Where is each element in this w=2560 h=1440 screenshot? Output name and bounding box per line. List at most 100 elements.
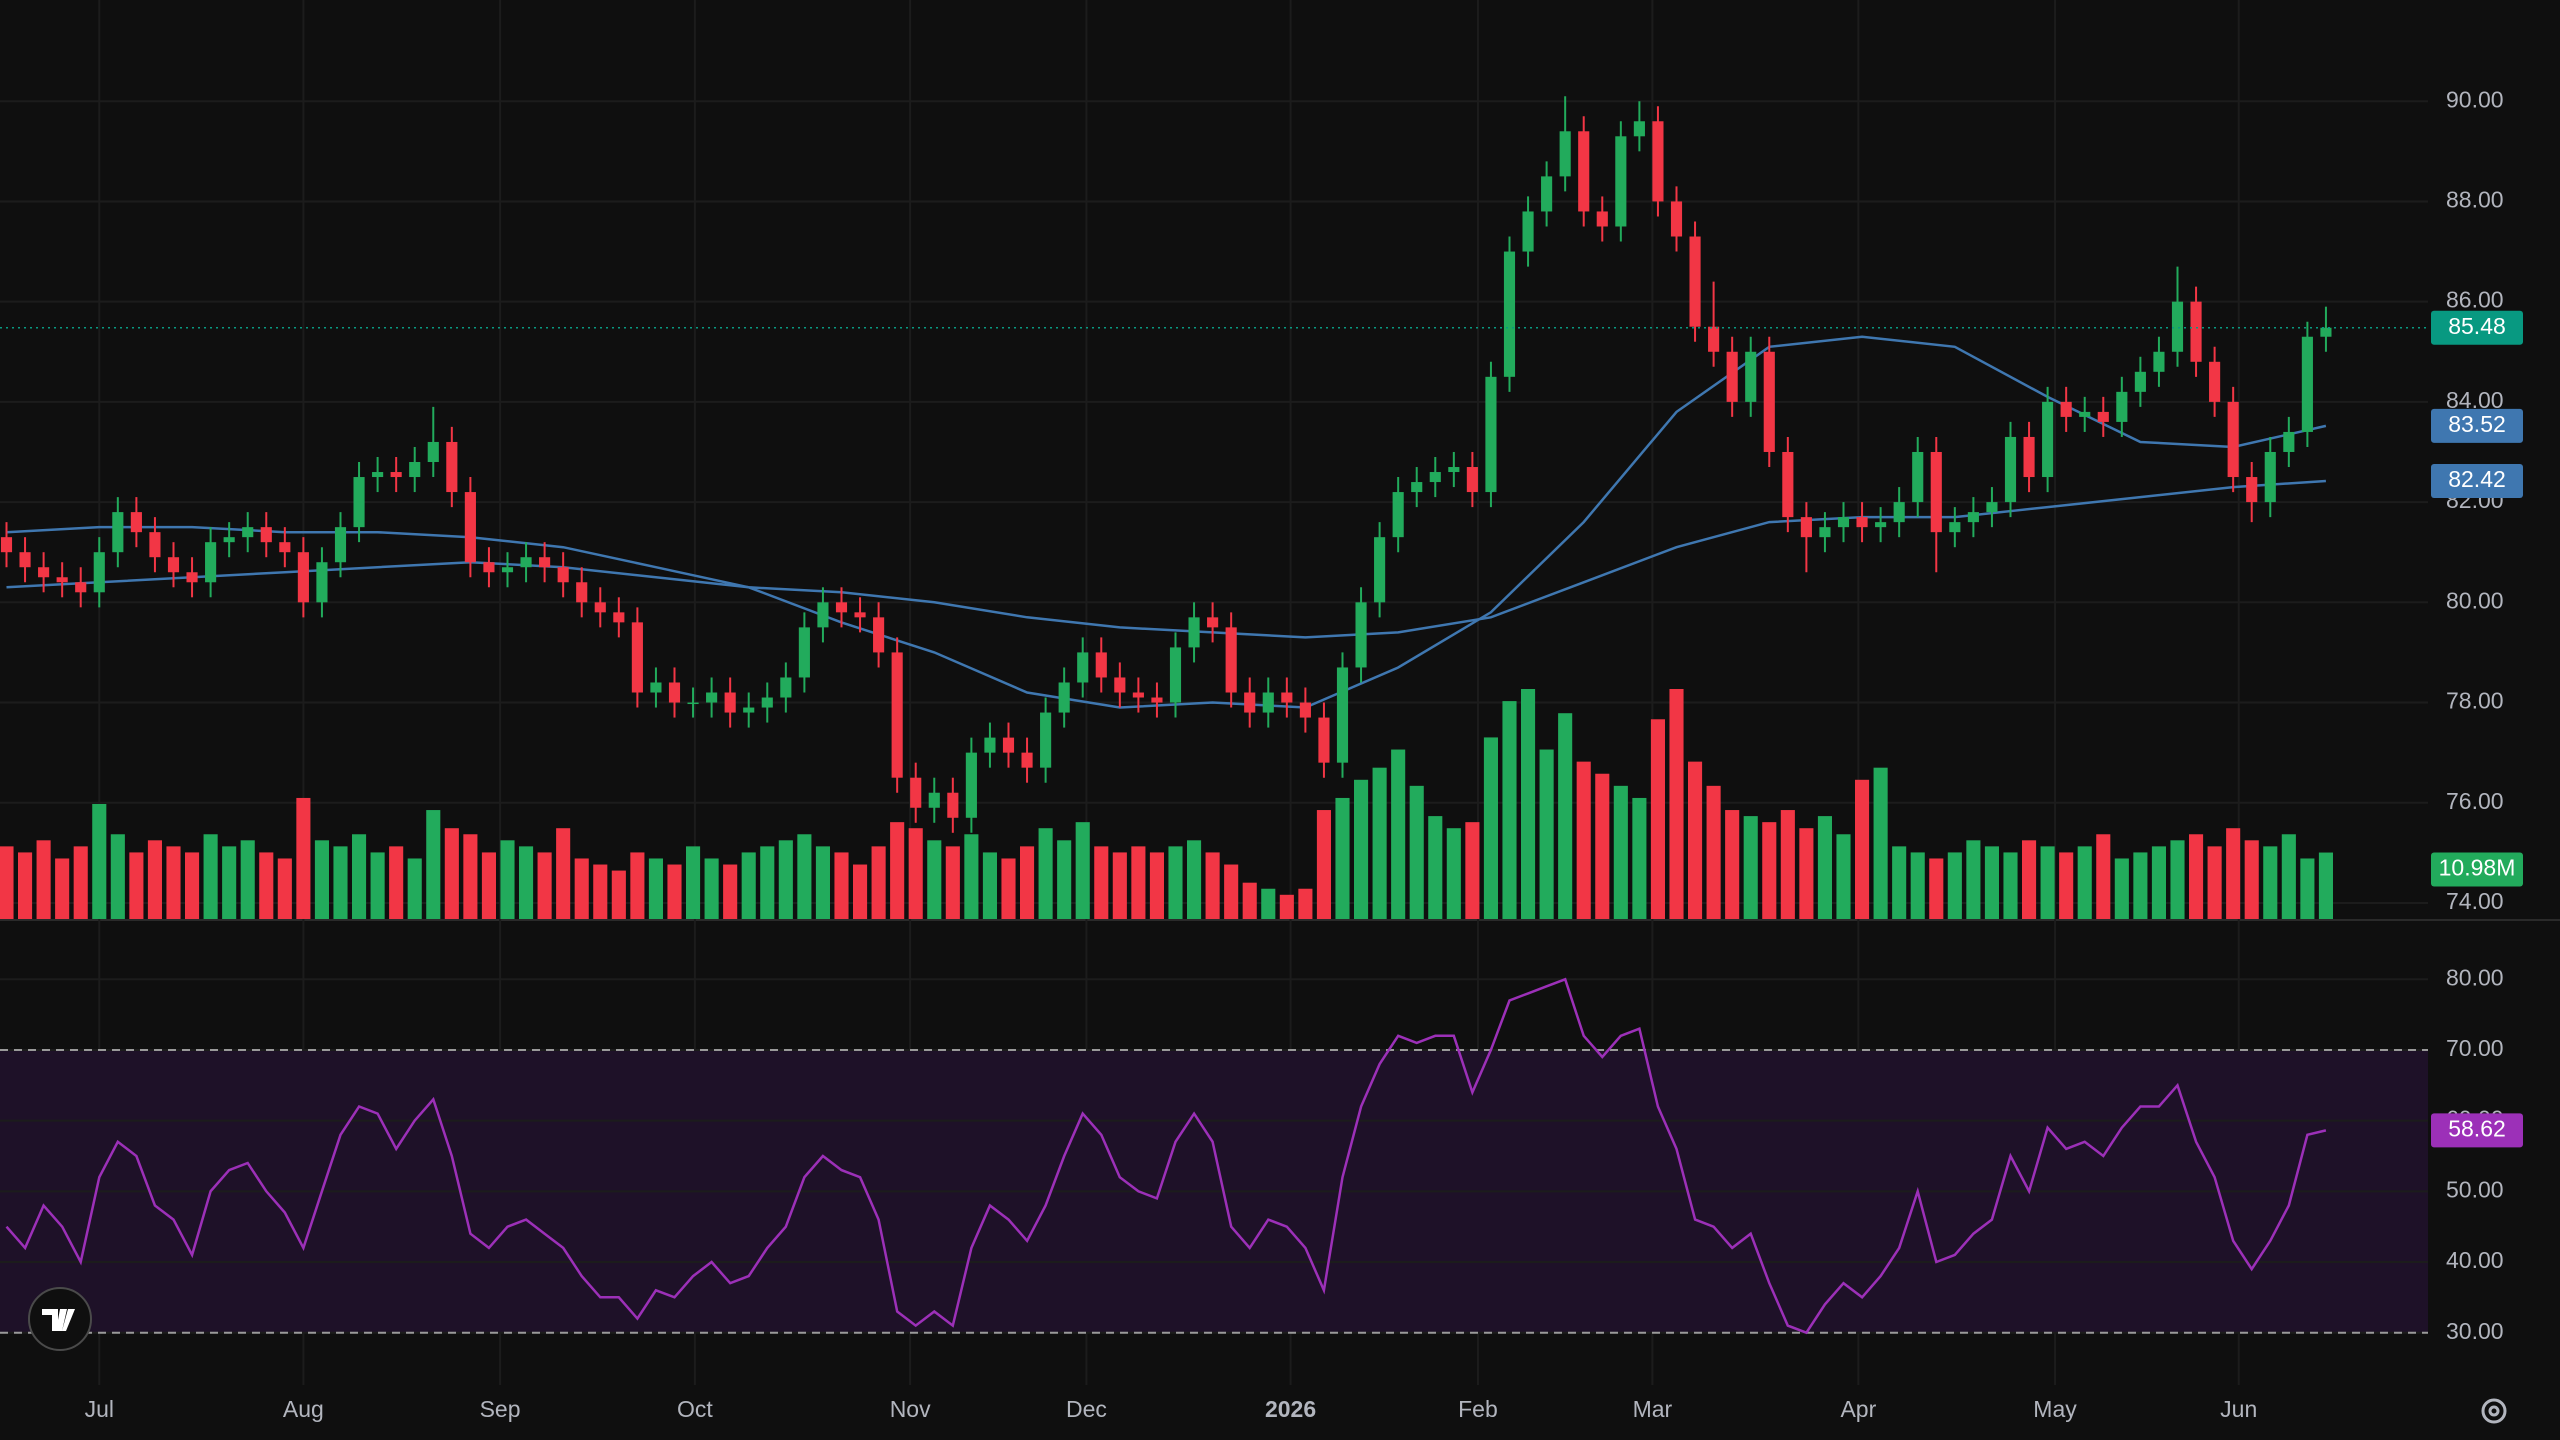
volume-bar (1205, 852, 1220, 919)
y-tick-label: 50.00 (2446, 1176, 2504, 1202)
candle-body (1058, 682, 1070, 713)
volume-bar (1855, 779, 1870, 919)
candle-body (1763, 351, 1775, 452)
volume-bar (2003, 852, 2018, 919)
volume-bar (723, 864, 738, 919)
candle-body (205, 542, 217, 583)
candle-body (2227, 401, 2239, 478)
volume-bar (1391, 749, 1406, 919)
gear-ring[interactable] (2481, 1398, 2507, 1424)
rsi-label: 58.62 (2448, 1115, 2506, 1141)
volume-bar (1929, 858, 1944, 919)
volume-bar (1335, 797, 1350, 919)
volume-bar (1947, 852, 1962, 919)
volume-bar (351, 834, 367, 919)
volume-bar (1558, 713, 1573, 919)
candle-body (372, 472, 384, 478)
volume-bar (1632, 797, 1647, 919)
candle-body (483, 562, 495, 573)
volume-bar (1112, 852, 1127, 919)
volume-bar (556, 828, 571, 919)
volume-bar (2151, 846, 2166, 919)
y-tick-label: 74.00 (2446, 888, 2504, 914)
candle-body (0, 537, 13, 553)
volume-bar (92, 804, 107, 919)
candle-body (1541, 176, 1553, 212)
candle-body (1355, 602, 1367, 668)
volume-bar (240, 840, 255, 919)
candle-body (149, 532, 161, 558)
candle-body (1670, 201, 1683, 237)
candle-body (130, 512, 142, 533)
candle-body (1132, 692, 1144, 698)
volume-bar (1372, 767, 1387, 919)
volume-bar (1075, 822, 1090, 919)
volume-bar (1688, 761, 1703, 919)
volume-bar (1298, 888, 1313, 919)
candle-body (2171, 301, 2184, 352)
x-tick-label: Jun (2220, 1396, 2257, 1422)
volume-bar (2133, 852, 2148, 919)
volume-bar (815, 846, 830, 919)
candle-body (1318, 717, 1330, 763)
y-tick-label: 30.00 (2446, 1318, 2504, 1344)
volume-bar (945, 846, 960, 919)
logo-mark[interactable] (42, 1309, 75, 1331)
volume-bar (481, 852, 496, 919)
x-tick-label: Dec (1066, 1396, 1107, 1422)
volume-bar (1446, 828, 1461, 919)
y-tick-label: 90.00 (2446, 86, 2504, 112)
x-tick-label: Aug (283, 1396, 324, 1422)
candle-body (2116, 391, 2128, 422)
volume-bar (2244, 840, 2259, 919)
settings-icon[interactable] (2481, 1398, 2507, 1424)
candle-body (279, 542, 291, 553)
candle-body (1837, 517, 1850, 528)
volume-bar (203, 834, 218, 919)
candle-body (910, 777, 922, 808)
volume-bar (519, 846, 534, 919)
volume-bar (611, 870, 626, 919)
volume-bar (1502, 701, 1517, 919)
candle-body (390, 472, 402, 478)
candle-body (2023, 436, 2035, 478)
volume-bar (73, 846, 88, 919)
candle-body (2283, 431, 2295, 452)
candle-body (947, 792, 959, 818)
candle-body (1392, 492, 1404, 538)
volume-bar (1242, 882, 1257, 919)
volume-bar (1094, 846, 1109, 919)
candle-body (1856, 517, 1868, 528)
volume-bar (853, 864, 868, 919)
candle-body (446, 441, 458, 493)
moving-average-label-bg (2431, 408, 2523, 443)
volume-bar (184, 852, 200, 919)
volume-bar (1743, 816, 1758, 919)
volume-label-bg (2431, 852, 2523, 887)
logo[interactable] (28, 1287, 92, 1351)
candle-body (1578, 131, 1590, 212)
volume-bar (574, 858, 589, 919)
volume-bar (1873, 767, 1888, 919)
candle-body (817, 602, 829, 628)
volume-bar (630, 852, 645, 919)
volume-bar (333, 846, 348, 919)
volume-bar (1483, 737, 1498, 919)
candle-body (1986, 502, 1998, 513)
volume-bar (593, 864, 608, 919)
volume-bar (2189, 834, 2204, 919)
candle-body (2079, 411, 2091, 417)
y-tick-label: 76.00 (2446, 788, 2504, 814)
volume-bar (890, 822, 905, 919)
volume-bar (463, 834, 478, 919)
gear-hub[interactable] (2488, 1405, 2500, 1417)
candle-body (1151, 697, 1163, 703)
candle-body (1745, 351, 1757, 402)
candle-body (706, 692, 718, 703)
candle-body (2153, 351, 2165, 372)
candle-body (260, 527, 272, 543)
volume-bar (797, 834, 812, 919)
volume-bar (1799, 828, 1814, 919)
candle-body (2097, 411, 2109, 422)
rsi-label-bg (2431, 1113, 2523, 1148)
